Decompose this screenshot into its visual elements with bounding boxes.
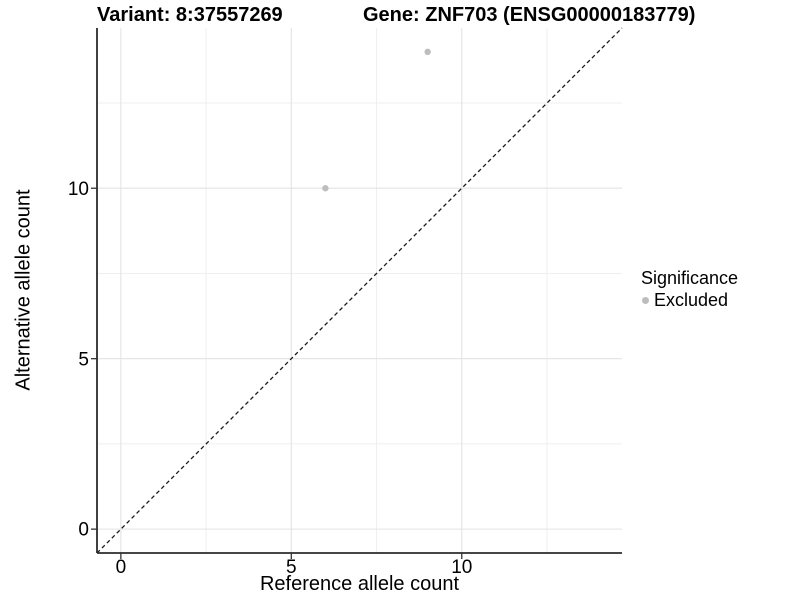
y-tick-label: 5 xyxy=(78,349,89,370)
x-tick-label: 5 xyxy=(286,557,297,578)
legend: Significance Excluded xyxy=(641,268,738,310)
plot-title-variant: Variant: 8:37557269 xyxy=(97,4,283,26)
legend-key-dot-icon xyxy=(642,296,649,304)
x-axis-title: Reference allele count xyxy=(259,573,459,595)
y-tick-label: 10 xyxy=(68,179,89,200)
legend-item-label: Excluded xyxy=(654,290,729,310)
data-point xyxy=(424,48,431,56)
identity-line xyxy=(96,27,623,554)
legend-item-excluded: Excluded xyxy=(641,290,738,310)
y-tick-label: 0 xyxy=(78,520,89,541)
x-tick-label: 10 xyxy=(451,557,472,578)
x-tick-label: 0 xyxy=(116,557,127,578)
plot-title-gene: Gene: ZNF703 (ENSG00000183779) xyxy=(363,4,696,26)
y-axis-title: Alternative allele count xyxy=(12,189,35,391)
data-point xyxy=(322,185,329,192)
legend-title: Significance xyxy=(641,268,739,288)
